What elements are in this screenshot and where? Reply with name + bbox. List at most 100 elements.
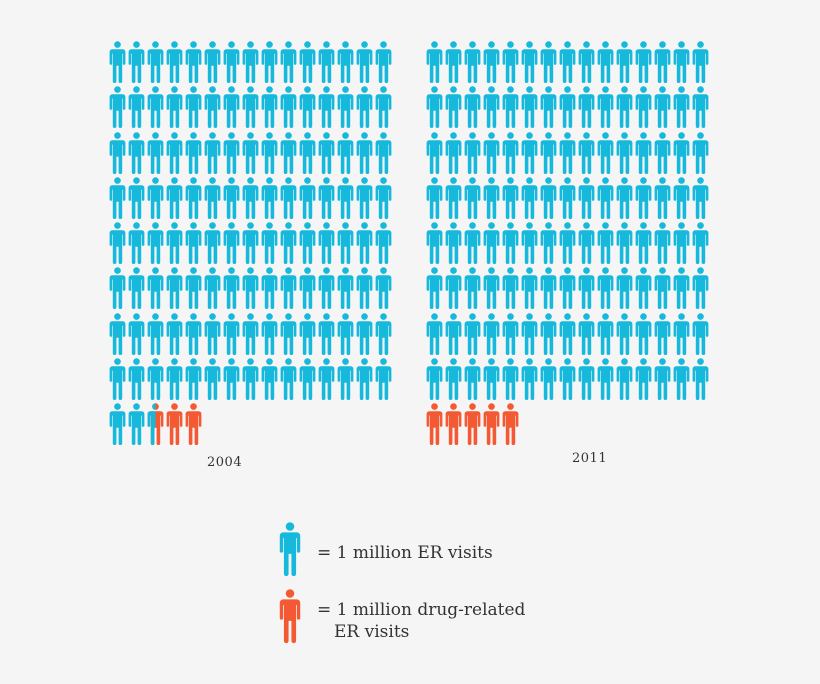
person-icon (166, 267, 183, 310)
person-icon (242, 131, 259, 174)
person-icon (616, 358, 633, 401)
person-icon (147, 86, 164, 129)
person-icon (559, 177, 576, 219)
person-icon (280, 86, 297, 129)
person-icon (521, 222, 538, 265)
person-icon (375, 86, 392, 129)
person-icon (261, 267, 278, 310)
person-icon (426, 313, 443, 355)
person-icon (280, 41, 297, 83)
person-icon (692, 86, 709, 129)
person-icon (318, 313, 335, 355)
person-icon (204, 358, 221, 401)
person-icon (280, 222, 297, 265)
person-icon (128, 86, 145, 129)
person-icon (356, 86, 373, 129)
legend-label-line2: ER visits (334, 622, 410, 642)
person-icon (578, 86, 595, 129)
person-icon (166, 403, 183, 446)
person-icon (204, 313, 221, 355)
person-icon (185, 41, 202, 83)
person-icon (540, 358, 557, 401)
person-icon (521, 358, 538, 401)
person-icon (337, 41, 354, 83)
person-icon (635, 86, 652, 129)
person-icon (692, 313, 709, 355)
person-icon (578, 131, 595, 174)
person-icon (223, 222, 240, 265)
legend-label-line1: = 1 million drug-related (317, 600, 526, 620)
person-icon (261, 131, 278, 174)
person-icon (540, 267, 557, 310)
person-icon (673, 41, 690, 83)
person-icon (109, 131, 126, 174)
person-icon (597, 41, 614, 83)
person-icon (242, 177, 259, 219)
person-icon (540, 222, 557, 265)
person-icon (578, 267, 595, 310)
pictograph-grid-2011 (426, 41, 711, 449)
person-icon (261, 86, 278, 129)
person-icon (559, 86, 576, 129)
person-icon (597, 267, 614, 310)
person-icon (279, 522, 301, 577)
person-icon (483, 86, 500, 129)
person-icon (540, 313, 557, 355)
person-icon (337, 177, 354, 219)
person-icon (337, 358, 354, 401)
person-icon (356, 222, 373, 265)
person-icon (654, 313, 671, 355)
person-icon (692, 41, 709, 83)
person-icon (692, 358, 709, 401)
person-icon (128, 403, 145, 446)
person-icon (483, 403, 500, 446)
person-icon (445, 222, 462, 265)
person-icon (597, 131, 614, 174)
person-icon (166, 358, 183, 401)
person-icon (502, 177, 519, 219)
person-icon (242, 86, 259, 129)
person-icon (166, 313, 183, 355)
person-icon (261, 222, 278, 265)
person-icon (502, 131, 519, 174)
person-icon (521, 86, 538, 129)
person-icon (242, 41, 259, 83)
person-icon (578, 177, 595, 219)
person-icon (375, 41, 392, 83)
year-label-2004: 2004 (207, 455, 243, 470)
person-icon (464, 358, 481, 401)
person-icon (616, 267, 633, 310)
person-icon (337, 131, 354, 174)
person-icon (502, 41, 519, 83)
person-icon (109, 222, 126, 265)
person-icon (185, 358, 202, 401)
year-label-2011: 2011 (572, 451, 608, 466)
person-icon (204, 177, 221, 219)
person-icon (375, 131, 392, 174)
person-icon (502, 267, 519, 310)
person-icon (356, 131, 373, 174)
person-icon (337, 313, 354, 355)
person-icon (356, 267, 373, 310)
person-icon (261, 177, 278, 219)
person-icon (673, 86, 690, 129)
person-icon (204, 131, 221, 174)
person-icon (654, 41, 671, 83)
person-icon (242, 358, 259, 401)
person-icon (654, 267, 671, 310)
person-icon (128, 41, 145, 83)
person-icon (261, 41, 278, 83)
person-icon (597, 222, 614, 265)
person-icon (426, 403, 443, 446)
person-icon (426, 222, 443, 265)
person-icon (445, 86, 462, 129)
person-icon (128, 267, 145, 310)
person-icon (299, 86, 316, 129)
person-icon (109, 41, 126, 83)
person-icon (578, 222, 595, 265)
person-icon (299, 131, 316, 174)
person-icon (673, 177, 690, 219)
person-icon (223, 313, 240, 355)
person-icon (109, 358, 126, 401)
person-icon (426, 41, 443, 83)
